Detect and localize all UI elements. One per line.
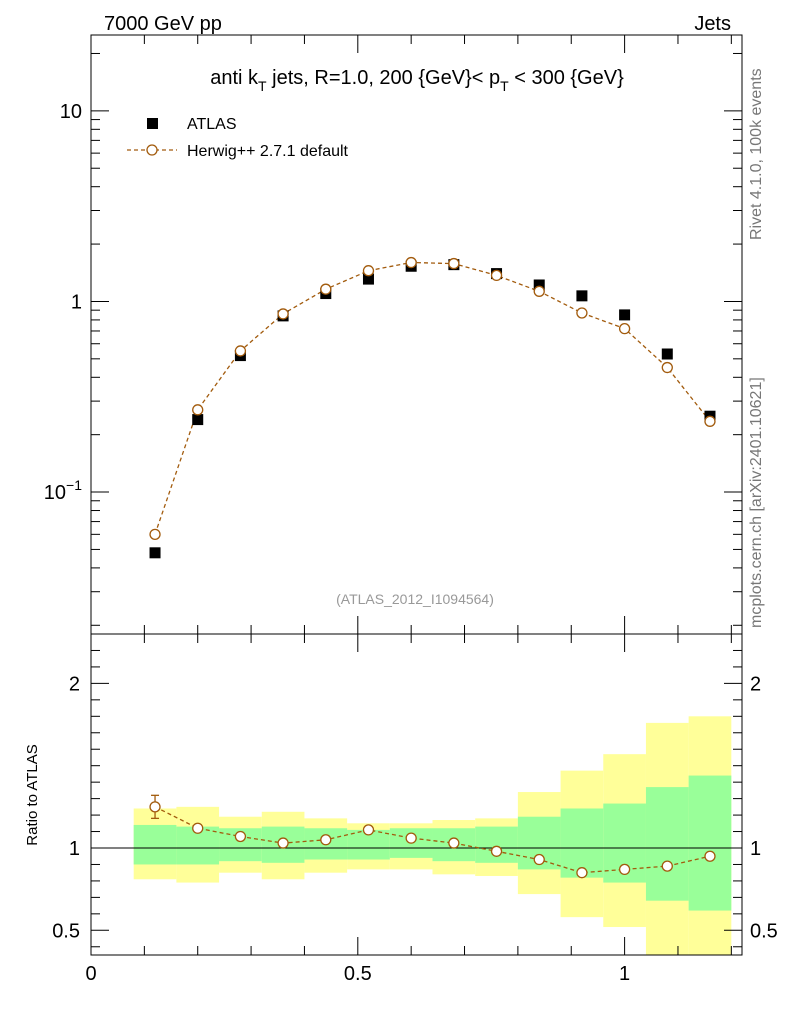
- herwig-point: [320, 283, 332, 295]
- x-tick-label: 1: [619, 963, 630, 985]
- ratio-herwig-line: [154, 806, 711, 874]
- ratio-y-tick-label-left: 1: [69, 838, 80, 860]
- atlas-point: [576, 290, 588, 302]
- herwig-point: [490, 269, 503, 282]
- mcplots-label: mcplots.cern.ch [arXiv:2401.10621]: [748, 377, 765, 628]
- ratio-y-tick-label-right: 0.5: [750, 920, 778, 942]
- ratio-herwig-point: [149, 801, 161, 813]
- y-tick-label: 1: [71, 291, 82, 313]
- y-tick-label: 10−1: [44, 477, 82, 504]
- ratio-herwig-point: [490, 845, 503, 857]
- ratio-herwig-point: [320, 834, 332, 846]
- herwig-point: [234, 345, 247, 357]
- ratio-herwig-point: [448, 837, 460, 849]
- legend: ATLAS Herwig++ 2.7.1 default: [127, 116, 349, 160]
- herwig-point: [576, 307, 588, 319]
- ratio-y-tick-label-left: 2: [69, 673, 80, 695]
- ratio-ylabel: Ratio to ATLAS: [24, 744, 41, 845]
- herwig-point: [661, 361, 673, 374]
- ratio-band-inner: [688, 775, 732, 911]
- ratio-herwig-point: [234, 830, 247, 843]
- ratio-frame: [90, 633, 743, 956]
- ratio-band-inner: [475, 826, 518, 863]
- ratio-herwig-point: [618, 863, 631, 876]
- plot-title: anti kT jets, R=1.0, 200 {GeV}< pT < 300…: [210, 67, 624, 94]
- herwig-point: [704, 415, 716, 427]
- main-panel: anti kT jets, R=1.0, 200 {GeV}< pT < 300…: [44, 34, 743, 635]
- legend-herwig-label: Herwig++ 2.7.1 default: [187, 143, 349, 160]
- header-left: 7000 GeV pp: [104, 13, 222, 35]
- atlas-point: [619, 309, 631, 321]
- herwig-point: [448, 257, 460, 270]
- ratio-band-inner: [645, 787, 689, 901]
- herwig-point: [618, 322, 631, 335]
- header-right: Jets: [694, 13, 731, 35]
- atlas-point: [192, 414, 204, 426]
- herwig-point: [149, 528, 161, 540]
- herwig-point: [405, 256, 417, 269]
- ratio-herwig-point: [405, 832, 417, 844]
- y-tick-label: 10: [60, 101, 82, 123]
- ratio-herwig-point: [661, 860, 673, 872]
- x-tick-label: 0.5: [344, 963, 372, 985]
- atlas-point: [661, 348, 673, 360]
- herwig-point: [277, 308, 289, 320]
- legend-herwig-marker: [146, 144, 158, 156]
- analysis-watermark: (ATLAS_2012_I1094564): [336, 591, 494, 607]
- legend-atlas-label: ATLAS: [187, 116, 237, 133]
- ratio-band-inner: [133, 824, 177, 865]
- rivet-label: Rivet 4.1.0, 100k events: [748, 68, 765, 240]
- herwig-line: [154, 261, 711, 535]
- ratio-y-tick-label-left: 0.5: [52, 920, 80, 942]
- ratio-herwig-point: [704, 850, 716, 862]
- ratio-herwig-point: [576, 867, 588, 879]
- herwig-point: [533, 285, 545, 297]
- ratio-herwig-point: [533, 853, 545, 866]
- atlas-point: [149, 547, 161, 559]
- ratio-herwig-point: [362, 824, 375, 836]
- atlas-point: [362, 273, 374, 285]
- ratio-herwig-point: [277, 837, 289, 849]
- herwig-point: [362, 265, 375, 277]
- atlas-point: [533, 279, 545, 291]
- ratio-herwig-point: [192, 822, 204, 834]
- x-tick-label: 0: [85, 963, 96, 985]
- ratio-y-tick-label-right: 1: [750, 838, 761, 860]
- ratio-y-tick-label-right: 2: [750, 673, 761, 695]
- ratio-panel: Ratio to ATLAS 0.5 0.51 12 20 0.5 1: [24, 633, 778, 985]
- herwig-point: [192, 404, 204, 416]
- ratio-band-inner: [560, 808, 604, 878]
- legend-atlas-marker: [147, 118, 158, 129]
